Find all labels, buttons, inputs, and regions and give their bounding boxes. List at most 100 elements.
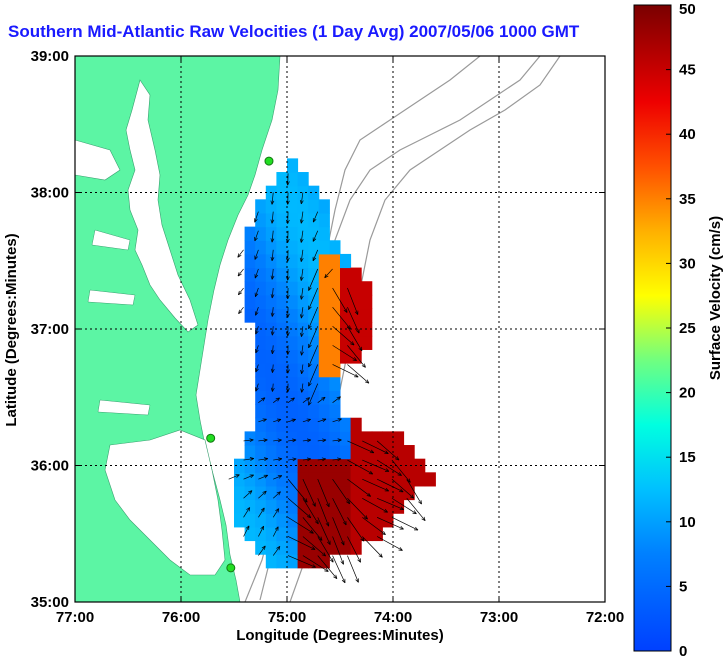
- velocity-cell: [287, 431, 299, 446]
- velocity-arrow: [362, 478, 389, 492]
- velocity-arrowhead: [263, 438, 268, 443]
- velocity-cell: [318, 513, 330, 528]
- velocity-cell: [297, 540, 309, 555]
- velocity-cell: [276, 526, 288, 542]
- velocity-cell: [318, 554, 330, 569]
- velocity-arrow: [317, 536, 334, 563]
- velocity-cell: [244, 513, 256, 528]
- x-tick-label: 77:00: [56, 609, 94, 626]
- velocity-arrowhead: [314, 519, 319, 525]
- velocity-cell: [297, 294, 309, 310]
- velocity-arrowhead: [355, 329, 360, 334]
- velocity-arrowhead: [352, 357, 357, 361]
- velocity-cell: [244, 226, 256, 241]
- velocity-arrow: [258, 418, 267, 423]
- velocity-cell: [244, 499, 256, 514]
- velocity-arrow: [273, 458, 283, 461]
- velocity-arrowhead: [262, 490, 267, 495]
- velocity-arrow: [308, 307, 319, 329]
- velocity-cell: [244, 294, 256, 310]
- velocity-arrow: [271, 249, 274, 261]
- velocity-cell: [244, 253, 256, 269]
- velocity-cell: [287, 240, 299, 255]
- velocity-arrowhead: [381, 531, 386, 536]
- velocity-arrowhead: [262, 418, 267, 423]
- velocity-arrowhead: [261, 545, 266, 550]
- velocity-arrowhead: [270, 219, 275, 224]
- velocity-cell: [297, 390, 309, 405]
- velocity-arrow: [243, 525, 250, 537]
- velocity-cell: [255, 417, 267, 432]
- velocity-arrowhead: [270, 256, 275, 262]
- velocity-arrowhead: [249, 438, 254, 443]
- velocity-arrow: [332, 306, 351, 330]
- velocity-cell: [318, 240, 330, 255]
- velocity-cell: [234, 513, 246, 528]
- velocity-cell: [276, 199, 288, 214]
- velocity-cell: [340, 513, 352, 528]
- velocity-cell: [361, 335, 373, 350]
- velocity-arrow: [254, 211, 259, 223]
- velocity-cell: [318, 267, 330, 282]
- velocity-arrowhead: [364, 379, 370, 384]
- velocity-cell: [265, 390, 277, 405]
- velocity-cell: [393, 472, 405, 487]
- velocity-cell: [276, 554, 288, 569]
- velocity-cell: [308, 431, 320, 446]
- velocity-arrow: [273, 418, 282, 423]
- colorbar-tick-label: 45: [679, 62, 696, 79]
- velocity-arrowhead: [299, 276, 304, 281]
- velocity-cell: [287, 253, 299, 269]
- velocity-cell: [244, 445, 256, 460]
- velocity-cell: [276, 404, 288, 419]
- velocity-cell: [361, 485, 373, 501]
- velocity-cell: [297, 240, 309, 255]
- velocity-arrowhead: [270, 294, 275, 299]
- velocity-arrowhead: [340, 541, 345, 546]
- velocity-arrow: [287, 419, 296, 423]
- velocity-arrowhead: [270, 331, 275, 336]
- velocity-arrowhead: [421, 516, 426, 521]
- velocity-arrow: [258, 507, 265, 518]
- velocity-cell: [276, 226, 288, 241]
- velocity-cell: [276, 240, 288, 255]
- velocity-cell: [265, 485, 277, 501]
- velocity-cell: [308, 376, 320, 391]
- chart-title: Southern Mid-Atlantic Raw Velocities (1 …: [8, 22, 580, 41]
- river-inlet: [87, 289, 136, 306]
- velocity-arrowhead: [350, 341, 355, 346]
- velocity-arrow: [317, 439, 327, 442]
- velocity-cell: [297, 513, 309, 528]
- velocity-cell: [297, 458, 309, 473]
- velocity-cell: [276, 172, 288, 187]
- velocity-cell: [350, 472, 362, 487]
- velocity-arrow: [271, 211, 274, 224]
- velocity-arrow: [308, 383, 319, 406]
- velocity-arrowhead: [354, 373, 359, 378]
- y-tick-label: 35:00: [31, 594, 69, 611]
- velocity-cell: [255, 526, 267, 542]
- velocity-cell: [276, 294, 288, 310]
- velocity-cell: [287, 499, 299, 514]
- velocity-cell: [265, 281, 277, 296]
- velocity-arrow: [376, 440, 400, 461]
- velocity-cell: [350, 485, 362, 501]
- velocity-arrow: [273, 439, 282, 442]
- velocity-cell: [361, 281, 373, 296]
- velocity-cell: [350, 513, 362, 528]
- velocity-arrow: [301, 383, 304, 393]
- velocity-cell: [371, 485, 383, 501]
- velocity-cell: [329, 322, 341, 337]
- velocity-arrowhead: [383, 508, 388, 513]
- delaware-bay: [75, 139, 121, 181]
- velocity-arrow: [258, 458, 268, 461]
- velocity-arrowhead: [300, 351, 304, 356]
- velocity-arrowhead: [277, 457, 283, 462]
- colorbar-tick-label: 15: [679, 449, 696, 466]
- velocity-cell: [276, 349, 288, 364]
- velocity-cell: [276, 335, 288, 350]
- velocity-cell: [308, 281, 320, 296]
- velocity-arrowhead: [263, 457, 269, 462]
- velocity-arrowhead: [299, 219, 304, 224]
- velocity-arrowhead: [306, 514, 312, 519]
